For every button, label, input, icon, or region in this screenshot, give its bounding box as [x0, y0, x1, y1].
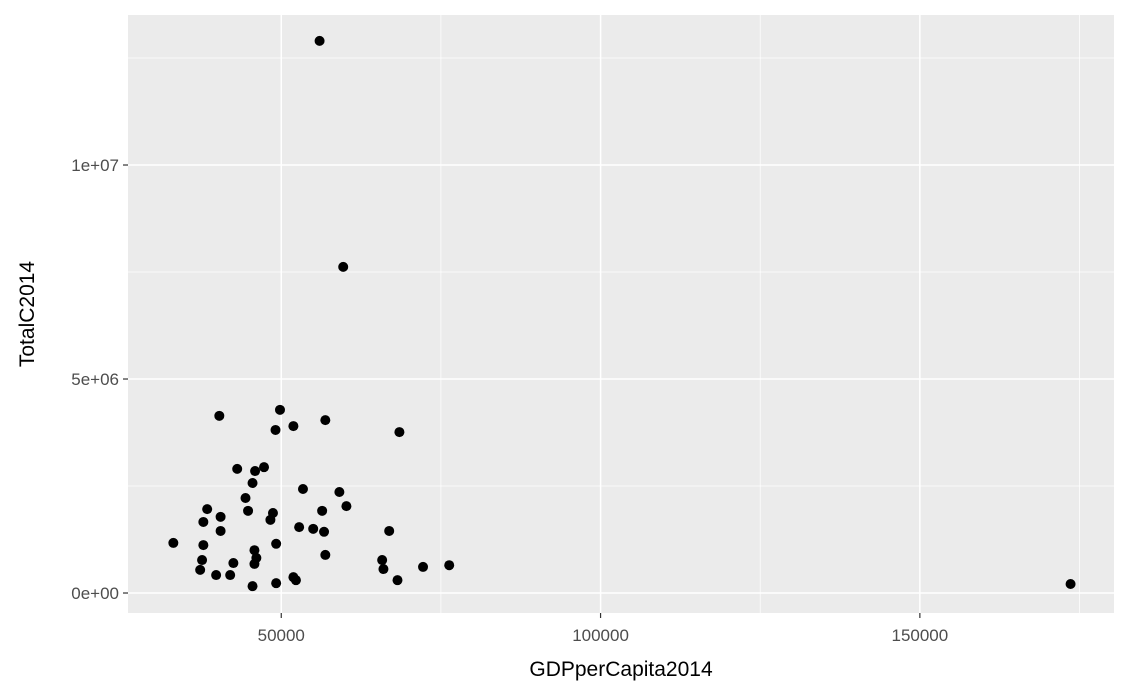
grid — [128, 15, 1114, 613]
point — [294, 522, 305, 533]
point — [384, 525, 395, 536]
point — [297, 484, 308, 495]
point — [317, 505, 328, 516]
point — [198, 516, 209, 527]
point — [202, 504, 213, 515]
x-tick-label: 100000 — [572, 626, 629, 645]
y-tick-label: 0e+00 — [71, 584, 119, 603]
point — [243, 505, 254, 516]
point — [334, 487, 345, 498]
points — [168, 35, 1076, 592]
point — [211, 570, 222, 581]
point — [168, 537, 179, 548]
point — [341, 501, 352, 512]
point — [265, 514, 276, 525]
point — [270, 424, 281, 435]
point — [195, 564, 206, 575]
point — [338, 261, 349, 272]
point — [214, 410, 225, 421]
point — [288, 421, 299, 432]
point — [215, 511, 226, 522]
point — [197, 555, 208, 566]
point — [377, 555, 388, 566]
point — [249, 558, 260, 569]
y-tick-label: 1e+07 — [71, 156, 119, 175]
point — [378, 564, 389, 575]
point — [274, 404, 285, 415]
y-axis-title: TotalC2014 — [16, 261, 39, 368]
point — [319, 526, 330, 537]
plot-panel — [128, 15, 1114, 613]
point — [232, 463, 243, 474]
point — [320, 549, 331, 560]
point — [444, 560, 455, 571]
point — [314, 35, 325, 46]
point — [1065, 579, 1076, 590]
point — [198, 540, 209, 551]
point — [250, 466, 261, 477]
point — [259, 462, 270, 473]
x-axis-title: GDPperCapita2014 — [529, 658, 713, 681]
point — [271, 538, 282, 549]
point — [394, 427, 405, 438]
point — [418, 561, 429, 572]
point — [271, 578, 282, 589]
point — [247, 581, 258, 592]
point — [249, 545, 260, 556]
point — [225, 570, 236, 581]
point — [290, 575, 301, 586]
point — [215, 525, 226, 536]
point — [240, 492, 251, 503]
point — [247, 478, 258, 489]
point — [320, 415, 331, 426]
y-tick-label: 5e+06 — [71, 370, 119, 389]
x-tick-label: 150000 — [891, 626, 948, 645]
point — [308, 523, 319, 534]
point — [228, 558, 239, 569]
x-tick-label: 50000 — [258, 626, 305, 645]
point — [392, 575, 403, 586]
